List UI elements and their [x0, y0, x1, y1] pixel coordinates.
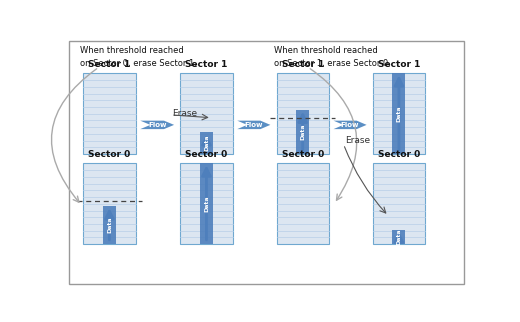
Text: Sector 1: Sector 1: [88, 60, 131, 69]
Bar: [393, 230, 406, 244]
Text: When threshold reached
on Sector 1, erase Sector 0.: When threshold reached on Sector 1, eras…: [274, 46, 391, 68]
Bar: [277, 73, 329, 154]
Text: Sector 1: Sector 1: [185, 60, 228, 69]
Text: Sector 0: Sector 0: [185, 150, 228, 159]
Text: Sector 1: Sector 1: [281, 60, 324, 69]
Text: Sector 1: Sector 1: [378, 60, 420, 69]
Bar: [200, 132, 213, 154]
Text: Flow: Flow: [148, 122, 166, 128]
Bar: [373, 163, 425, 244]
Text: Flow: Flow: [341, 122, 359, 128]
Bar: [373, 73, 425, 154]
Text: Data: Data: [396, 229, 401, 245]
Text: Flow: Flow: [244, 122, 263, 128]
Bar: [103, 206, 116, 244]
Polygon shape: [333, 121, 367, 129]
Bar: [393, 73, 406, 154]
Text: When threshold reached
on Sector 0, erase Sector 1.: When threshold reached on Sector 0, eras…: [80, 46, 197, 68]
Polygon shape: [237, 121, 270, 129]
Text: Sector 0: Sector 0: [88, 150, 131, 159]
Text: Data: Data: [300, 124, 305, 140]
Text: Data: Data: [204, 195, 209, 212]
Text: Data: Data: [396, 106, 401, 122]
Text: Sector 0: Sector 0: [281, 150, 324, 159]
Text: Sector 0: Sector 0: [378, 150, 420, 159]
Bar: [200, 163, 213, 244]
Text: Data: Data: [204, 135, 209, 151]
Bar: [180, 73, 232, 154]
Bar: [277, 163, 329, 244]
Text: Erase: Erase: [173, 109, 198, 118]
Text: Data: Data: [107, 217, 112, 233]
Bar: [296, 110, 309, 154]
Polygon shape: [140, 121, 174, 129]
Bar: [180, 163, 232, 244]
Text: Erase: Erase: [345, 136, 370, 145]
Bar: [83, 163, 136, 244]
Bar: [83, 73, 136, 154]
